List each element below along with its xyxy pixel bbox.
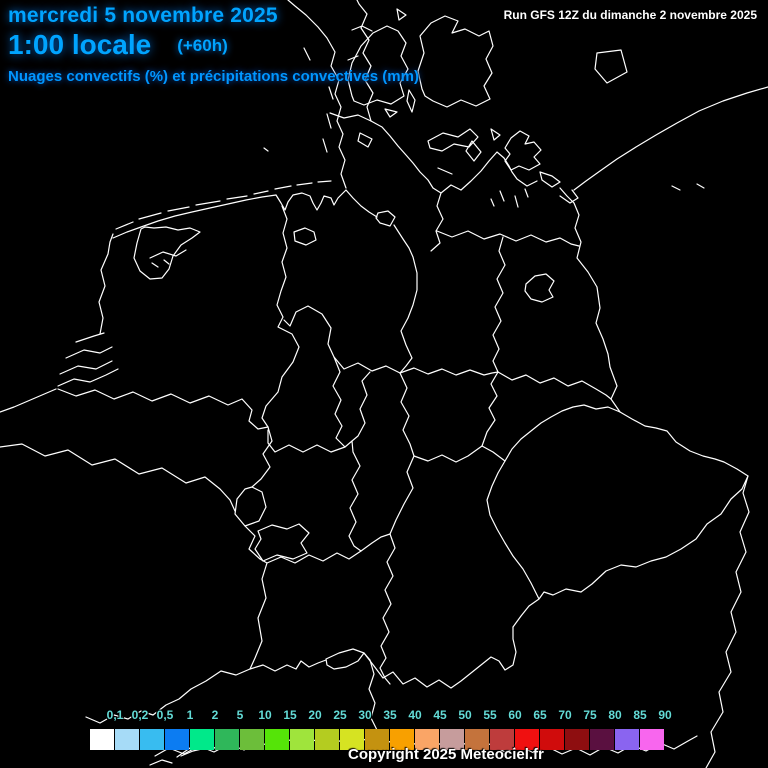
legend-value-label: 55 <box>483 708 497 722</box>
legend-cell: 70 <box>540 708 572 752</box>
legend-color-swatch <box>315 729 339 750</box>
legend-value-label: 70 <box>558 708 572 722</box>
legend-color-swatch <box>140 729 164 750</box>
country-borders <box>0 192 750 768</box>
legend-cell: 1 <box>165 708 193 752</box>
legend-cell: 60 <box>490 708 522 752</box>
legend-color-swatch <box>640 729 664 750</box>
legend-value-label: 35 <box>383 708 397 722</box>
legend-cell: 25 <box>315 708 347 752</box>
legend-color-swatch <box>215 729 239 750</box>
legend-cell: 35 <box>365 708 397 752</box>
legend-value-label: 20 <box>308 708 322 722</box>
legend-color-swatch <box>390 729 414 750</box>
legend-color-swatch <box>465 729 489 750</box>
legend-value-label: 80 <box>608 708 622 722</box>
legend-color-swatch <box>340 729 364 750</box>
legend-cell: 5 <box>215 708 243 752</box>
legend-value-label: 25 <box>333 708 347 722</box>
legend-value-label: 10 <box>258 708 272 722</box>
forecast-offset: (+60h) <box>177 36 228 55</box>
legend-cell: 40 <box>390 708 422 752</box>
legend-value-label: 50 <box>458 708 472 722</box>
parameter-subtitle: Nuages convectifs (%) et précipitations … <box>8 68 419 85</box>
forecast-time: 1:00 locale <box>8 29 152 60</box>
legend-color-swatch <box>365 729 389 750</box>
legend-color-swatch <box>290 729 314 750</box>
model-run-info: Run GFS 12Z du dimanche 2 novembre 2025 <box>503 8 757 22</box>
legend-color-swatch <box>240 729 264 750</box>
legend-value-label: 65 <box>533 708 547 722</box>
legend-value-label: 0,5 <box>156 708 174 722</box>
legend-color-swatch <box>565 729 589 750</box>
legend-value-label: 60 <box>508 708 522 722</box>
color-scale-legend: 0,1 0,2 0,5 1 2 5 10 15 20 25 30 35 40 45 50 55 60 65 70 75… <box>90 708 672 752</box>
legend-value-label: 1 <box>186 708 194 722</box>
legend-cell: 20 <box>290 708 322 752</box>
legend-color-swatch <box>490 729 514 750</box>
legend-color-swatch <box>265 729 289 750</box>
legend-color-swatch <box>615 729 639 750</box>
legend-value-label: 40 <box>408 708 422 722</box>
legend-value-label: 2 <box>211 708 219 722</box>
legend-color-swatch <box>90 729 114 750</box>
coastlines <box>0 0 768 413</box>
forecast-header: mercredi 5 novembre 2025 1:00 locale (+60… <box>8 4 278 61</box>
legend-color-swatch <box>190 729 214 750</box>
legend-cell: 2 <box>190 708 218 752</box>
legend-value-label: 0,2 <box>131 708 149 722</box>
legend-color-swatch <box>540 729 564 750</box>
legend-value-label: 45 <box>433 708 447 722</box>
legend-cell: 0,2 <box>115 708 148 752</box>
legend-cell: 0,1 <box>90 708 123 752</box>
forecast-time-row: 1:00 locale (+60h) <box>8 29 278 61</box>
legend-value-label: 75 <box>583 708 597 722</box>
legend-color-swatch <box>515 729 539 750</box>
legend-color-swatch <box>440 729 464 750</box>
legend-value-label: 0,1 <box>106 708 124 722</box>
legend-cell: 80 <box>590 708 622 752</box>
legend-value-label: 15 <box>283 708 297 722</box>
legend-value-label: 30 <box>358 708 372 722</box>
legend-cell: 10 <box>240 708 272 752</box>
legend-cell: 30 <box>340 708 372 752</box>
legend-cell: 65 <box>515 708 547 752</box>
legend-color-swatch <box>165 729 189 750</box>
legend-color-swatch <box>415 729 439 750</box>
legend-cell: 0,5 <box>140 708 173 752</box>
legend-color-swatch <box>115 729 139 750</box>
legend-value-label: 85 <box>633 708 647 722</box>
legend-cell: 75 <box>565 708 597 752</box>
legend-cell: 45 <box>415 708 447 752</box>
legend-value-label: 90 <box>658 708 672 722</box>
legend-cell: 15 <box>265 708 297 752</box>
legend-cell: 55 <box>465 708 497 752</box>
legend-value-label: 5 <box>236 708 244 722</box>
legend-cell: 85 <box>615 708 647 752</box>
legend-cell: 90 <box>640 708 672 752</box>
legend-cell: 50 <box>440 708 472 752</box>
legend-color-swatch <box>590 729 614 750</box>
copyright-notice: Copyright 2025 Meteociel.fr <box>348 746 544 763</box>
forecast-date: mercredi 5 novembre 2025 <box>8 4 278 27</box>
